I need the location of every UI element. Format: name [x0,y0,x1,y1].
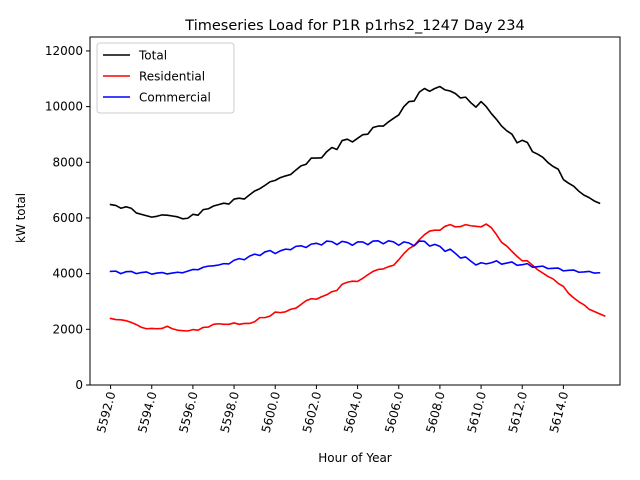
y-tick-label: 4000 [52,267,83,281]
y-tick-label: 10000 [45,100,83,114]
y-tick-label: 8000 [52,155,83,169]
y-tick-label: 0 [75,378,83,392]
y-tick-label: 12000 [45,44,83,58]
legend-box [96,42,235,114]
y-axis-title: kW total [14,193,28,243]
legend-label-residential: Residential [139,70,205,84]
chart-title: Timeseries Load for P1R p1rhs2_1247 Day … [184,18,524,34]
series-line-commercial [109,239,601,276]
x-axis-title: Hour of Year [318,451,392,465]
axes-frame [89,36,621,386]
series-line-residential [109,223,606,332]
y-tick-label: 2000 [52,322,83,336]
y-tick-label: 6000 [52,211,83,225]
legend-label-total: Total [138,49,167,63]
legend-label-commercial: Commercial [139,91,211,105]
series-line-total [109,85,601,220]
